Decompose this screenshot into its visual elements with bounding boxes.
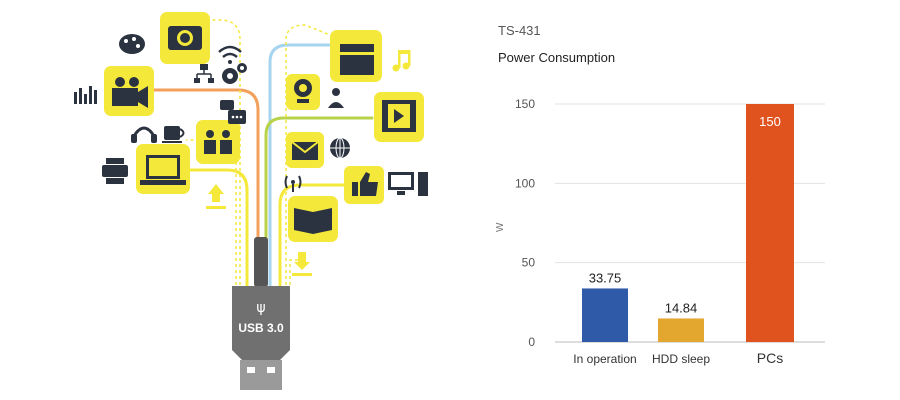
cable-orange bbox=[138, 88, 260, 287]
y-tick-label: 50 bbox=[522, 256, 536, 270]
download-icon bbox=[292, 252, 312, 276]
y-axis-label: W bbox=[495, 222, 506, 232]
upload-icon bbox=[206, 184, 226, 209]
bars: 33.75 In operation 14.84 HDD sleep 150 PCs bbox=[573, 104, 794, 366]
thumbs-up-icon bbox=[344, 166, 384, 204]
chat-icon bbox=[220, 100, 246, 124]
equalizer-icon bbox=[74, 86, 97, 104]
camera-icon bbox=[160, 12, 210, 64]
desktop-pc-icon bbox=[388, 172, 428, 196]
bar-in-operation bbox=[582, 288, 628, 342]
headphones-icon bbox=[131, 126, 157, 143]
cable-green bbox=[264, 116, 374, 287]
x-category-label: PCs bbox=[757, 350, 783, 366]
chart-model-label: TS-431 bbox=[498, 23, 541, 38]
printer-icon bbox=[102, 158, 128, 184]
laptop-icon bbox=[136, 144, 190, 194]
coffee-cup-icon bbox=[162, 126, 185, 143]
usb-plug: ψ USB 3.0 bbox=[232, 286, 290, 390]
data-label: 33.75 bbox=[589, 270, 622, 285]
gears-icon bbox=[222, 63, 247, 84]
palette-icon bbox=[119, 34, 145, 54]
music-note-icon bbox=[392, 50, 411, 72]
antenna-icon bbox=[284, 175, 302, 192]
webcam-icon bbox=[286, 74, 320, 110]
y-tick-label: 0 bbox=[528, 335, 535, 349]
usb-plug-label: USB 3.0 bbox=[238, 321, 284, 335]
person-icon bbox=[328, 88, 344, 108]
film-icon bbox=[374, 92, 424, 142]
video-camera-icon bbox=[104, 66, 154, 116]
x-category-label: In operation bbox=[573, 352, 636, 366]
chart-title: Power Consumption bbox=[498, 50, 615, 65]
usb-illustration: ψ USB 3.0 bbox=[74, 12, 428, 390]
cable-blue bbox=[268, 43, 332, 287]
y-tick-label: 150 bbox=[515, 97, 535, 111]
bar-hdd-sleep bbox=[658, 318, 704, 342]
data-label: 150 bbox=[759, 114, 781, 129]
mail-icon bbox=[286, 132, 324, 168]
power-consumption-chart: TS-431 Power Consumption W 0 50 100 150 33.… bbox=[495, 23, 825, 366]
bar-pcs bbox=[746, 104, 794, 342]
clapperboard-icon bbox=[330, 30, 382, 82]
book-icon bbox=[288, 196, 338, 242]
usb-symbol: ψ bbox=[256, 300, 265, 316]
users-icon bbox=[196, 120, 240, 164]
globe-icon bbox=[330, 137, 350, 159]
data-label: 14.84 bbox=[665, 300, 698, 315]
cable-yellow-left bbox=[188, 168, 249, 287]
wifi-icon bbox=[218, 45, 242, 64]
y-tick-labels: 0 50 100 150 bbox=[515, 97, 535, 349]
y-tick-label: 100 bbox=[515, 176, 535, 190]
network-icon bbox=[194, 64, 214, 83]
x-category-label: HDD sleep bbox=[652, 352, 710, 366]
